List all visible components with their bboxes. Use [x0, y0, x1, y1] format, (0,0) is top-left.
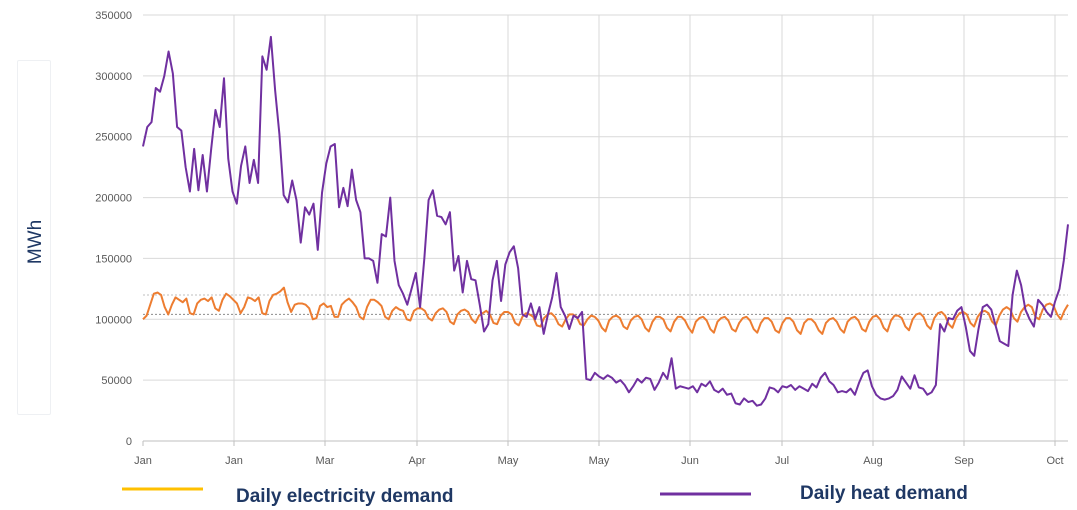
y-tick-label: 350000	[95, 10, 132, 22]
y-tick-label: 300000	[95, 71, 132, 83]
x-tick-label: Jul	[775, 455, 789, 467]
legend-label-electricity: Daily electricity demand	[236, 486, 454, 507]
reference-lines	[143, 294, 1068, 315]
x-tick-label: May	[589, 455, 610, 467]
y-axis-label: MWh	[25, 219, 46, 265]
x-tick-label: Oct	[1046, 455, 1063, 467]
series-line-heat	[142, 35, 1069, 407]
x-tick-label: Mar	[316, 455, 335, 467]
y-tick-label: 250000	[95, 132, 132, 144]
y-tick-label: 150000	[95, 253, 132, 265]
x-tick-label: Jan	[225, 455, 243, 467]
series-lines	[142, 35, 1069, 407]
y-axis-label-box	[17, 60, 51, 415]
x-tick-labels: Jan Jan Mar Apr May May Jun Jul Aug Sep Oct	[134, 455, 1063, 467]
axes	[142, 440, 1068, 446]
x-tick-label: Aug	[863, 455, 883, 467]
grid	[143, 14, 1068, 441]
y-tick-label: 200000	[95, 193, 132, 205]
x-tick-label: May	[498, 455, 519, 467]
x-tick-label: Apr	[408, 455, 425, 467]
y-tick-label: 100000	[95, 314, 132, 326]
y-tick-label: 50000	[101, 375, 132, 387]
legend-label-heat: Daily heat demand	[800, 483, 968, 504]
series-line-electricity	[142, 286, 1069, 335]
y-tick-labels: 0 50000 100000 150000 200000 250000 300000 3500…	[95, 10, 132, 448]
y-tick-label: 0	[126, 436, 132, 448]
x-tick-label: Jan	[134, 455, 152, 467]
x-tick-label: Jun	[681, 455, 699, 467]
x-tick-label: Sep	[954, 455, 974, 467]
legend-lines	[122, 487, 751, 496]
